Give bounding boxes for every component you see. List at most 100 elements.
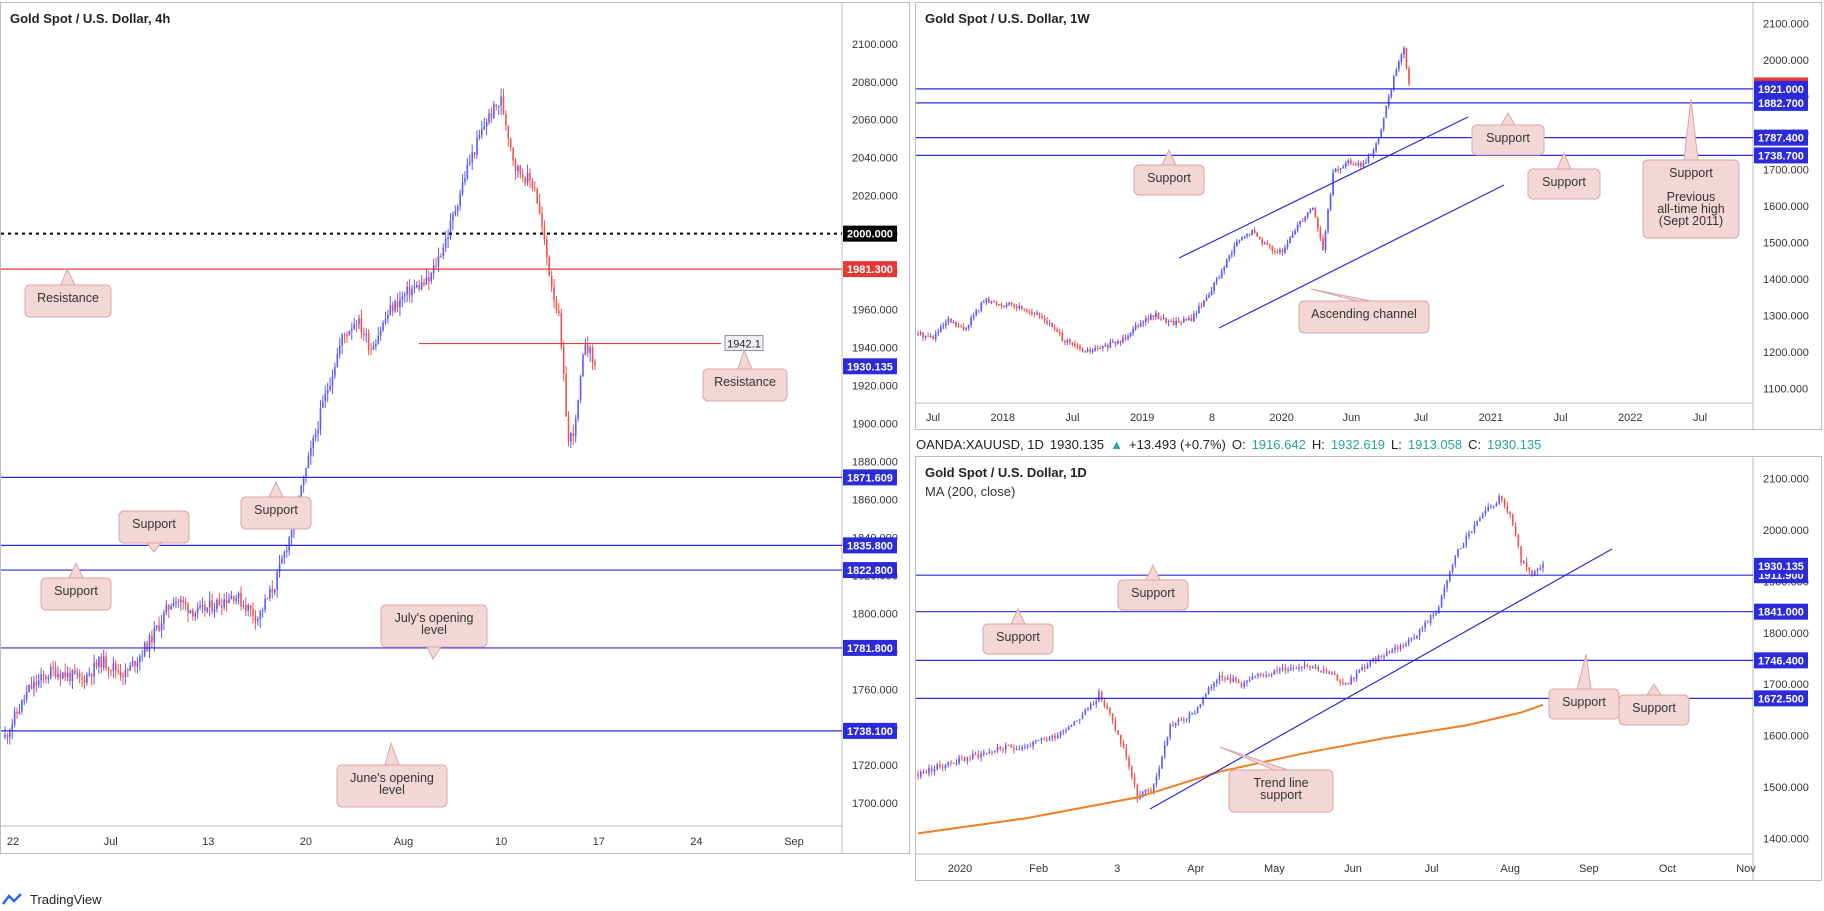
h4-candle-body <box>454 211 457 215</box>
daily-candle-body <box>1158 768 1161 777</box>
weekly-candle-body <box>1390 89 1393 97</box>
h4-chart-svg[interactable]: 1700.0001720.0001740.0001760.0001780.000… <box>1 3 909 853</box>
weekly-annotation-callout[interactable]: Ascending channel <box>1298 288 1430 334</box>
daily-candle-body <box>1344 682 1347 685</box>
h4-candle-body <box>271 589 274 593</box>
h4-candle-body <box>192 610 194 617</box>
h4-candle-body <box>428 277 430 282</box>
daily-candle-body <box>1440 596 1443 608</box>
h4-chart-panel[interactable]: 1700.0001720.0001740.0001760.0001780.000… <box>0 2 910 854</box>
daily-chart-panel[interactable]: 1400.000 1500.000 1600.000 1700.000 1800.000… <box>915 456 1822 881</box>
h4-annotation-callout[interactable]: Resistance <box>24 267 112 318</box>
daily-candle-body <box>1251 676 1254 680</box>
h4-candle-body <box>105 656 107 669</box>
h4-price-tag <box>843 469 897 486</box>
daily-callout-box <box>982 623 1054 655</box>
h4-callout-text: Resistance <box>37 291 99 305</box>
daily-candle-body <box>1416 635 1418 639</box>
daily-candle-body <box>1385 651 1388 657</box>
h4-candle-body <box>346 334 348 336</box>
weekly-candle-body <box>1025 309 1028 312</box>
h4-candle-body <box>16 711 18 714</box>
h4-candle-body <box>225 599 228 604</box>
h4-candle-body <box>237 593 240 599</box>
weekly-candle-body <box>1210 290 1213 296</box>
daily-x-tick-label: May <box>1264 863 1285 875</box>
h4-candle-body <box>591 347 594 362</box>
weekly-candle-body <box>1177 320 1180 323</box>
h4-annotation-callout[interactable]: Support <box>240 480 312 530</box>
daily-annotation-callout[interactable]: Support <box>1117 563 1189 611</box>
daily-candle-body <box>993 751 996 753</box>
weekly-candle-body <box>1304 216 1307 221</box>
h4-candle-body <box>449 220 452 238</box>
weekly-chart-svg[interactable]: 1100.000 1200.000 1300.000 1400.000 1500.000… <box>916 3 1821 429</box>
h4-callout-text: June's opening <box>350 771 434 785</box>
daily-callout-text: Support <box>996 630 1040 644</box>
weekly-candle-body <box>1155 312 1157 318</box>
daily-annotation-callout[interactable]: Support <box>982 607 1054 655</box>
weekly-channel-upper-line <box>1178 116 1469 259</box>
h4-candle-body <box>23 699 26 701</box>
h4-candle-body <box>266 598 269 600</box>
h4-y-tick-label: 2020.000 <box>852 191 898 203</box>
daily-chart-svg[interactable]: 1400.000 1500.000 1600.000 1700.000 1800.000… <box>916 457 1821 880</box>
weekly-annotation-callout[interactable]: Support <box>1133 148 1205 196</box>
daily-candle-body <box>991 751 993 753</box>
h4-candle-body <box>102 656 105 668</box>
h4-candle-body <box>468 162 471 164</box>
h4-candle-body <box>471 152 473 163</box>
weekly-candle-body <box>934 333 937 339</box>
weekly-chart-panel[interactable]: 1100.000 1200.000 1300.000 1400.000 1500.000… <box>915 2 1822 430</box>
daily-candle-body <box>1295 668 1298 670</box>
weekly-candle-body <box>1203 300 1205 307</box>
weekly-candle-body <box>1238 240 1241 242</box>
tradingview-footer[interactable]: TradingView <box>2 889 102 909</box>
weekly-candle-body <box>1355 164 1357 166</box>
h4-annotation-callout[interactable]: Support <box>40 561 112 611</box>
weekly-annotation-callout[interactable]: Support <box>1527 151 1601 200</box>
daily-candle-body <box>1002 749 1004 751</box>
daily-candle-body <box>1018 748 1021 750</box>
weekly-candle-body <box>924 335 927 338</box>
daily-candle-body <box>1468 532 1470 537</box>
weekly-annotation-callout[interactable]: Support <box>1471 112 1545 156</box>
h4-candle-body <box>384 319 387 323</box>
h4-annotation-callout[interactable]: Resistance <box>702 348 788 402</box>
h4-candle-body <box>360 318 363 333</box>
weekly-y-tick-label: 1300.000 <box>1763 310 1809 322</box>
h4-candle-body <box>372 346 375 350</box>
h4-candle-body <box>430 273 433 282</box>
daily-annotation-callout[interactable]: Support <box>1618 683 1690 726</box>
h4-candle-body <box>440 255 442 257</box>
daily-price-tag-label: 1672.500 <box>1758 693 1804 705</box>
daily-candle-body <box>1273 669 1276 675</box>
daily-candle-body <box>917 774 919 777</box>
h4-candle-body <box>558 310 560 314</box>
weekly-candle-body <box>917 333 919 335</box>
daily-candle-body <box>1514 525 1517 536</box>
daily-price-tag <box>1754 603 1808 620</box>
daily-candle-body <box>1111 713 1114 721</box>
weekly-candle-body <box>1263 242 1266 244</box>
h4-candle-body <box>124 669 127 678</box>
h4-candle-body <box>584 344 587 356</box>
h4-candle-body <box>355 324 358 326</box>
daily-annotation-callout[interactable]: Support <box>1548 653 1620 720</box>
daily-candle-body <box>1418 629 1421 636</box>
weekly-candle-body <box>1190 317 1193 322</box>
h4-y-tick-label: 1700.000 <box>852 798 898 810</box>
h4-candle-body <box>175 601 177 604</box>
weekly-callout-text: all-time high <box>1657 202 1724 216</box>
daily-candle-body <box>966 757 969 761</box>
h4-annotation-callout[interactable]: Support <box>118 510 190 553</box>
h4-candle-body <box>264 598 266 611</box>
weekly-candle-body <box>1104 344 1107 346</box>
h4-candle-body <box>151 635 153 643</box>
h4-candle-body <box>179 599 182 603</box>
weekly-candle-body <box>1084 351 1086 353</box>
